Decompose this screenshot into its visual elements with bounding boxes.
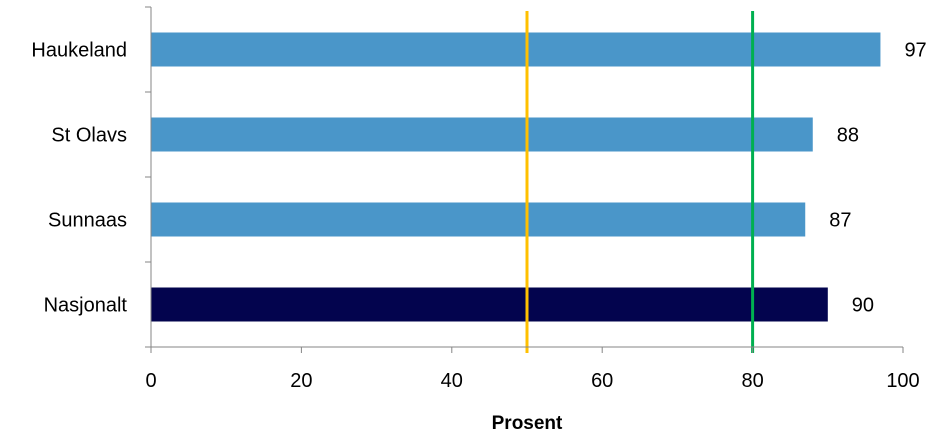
- category-label: Nasjonalt: [44, 295, 128, 317]
- x-tick-label: 80: [741, 370, 763, 392]
- data-label: 90: [852, 295, 874, 317]
- data-label: 87: [829, 210, 851, 232]
- bar-nasjonalt: [151, 287, 828, 322]
- bars-group: [151, 32, 881, 322]
- data-label: 97: [904, 40, 926, 62]
- labels-group: Haukeland 97 St Olavs 88 Sunnaas 87 Nasjonalt 9…: [31, 40, 926, 393]
- bar-st-olavs: [151, 117, 813, 152]
- reference-lines-group: [525, 11, 755, 353]
- bar-sunnaas: [151, 202, 806, 237]
- x-tick-label: 0: [145, 370, 156, 392]
- x-tick-label: 100: [886, 370, 919, 392]
- bar-haukeland: [151, 32, 881, 67]
- category-label: Sunnaas: [48, 210, 127, 232]
- x-tick-label: 20: [290, 370, 312, 392]
- category-label: St Olavs: [51, 125, 127, 147]
- data-label: 88: [837, 125, 859, 147]
- x-tick-label: 60: [591, 370, 613, 392]
- x-axis-title: Prosent: [492, 413, 563, 434]
- x-tick-label: 40: [441, 370, 463, 392]
- ticks-group: [145, 6, 904, 353]
- category-label: Haukeland: [31, 40, 127, 62]
